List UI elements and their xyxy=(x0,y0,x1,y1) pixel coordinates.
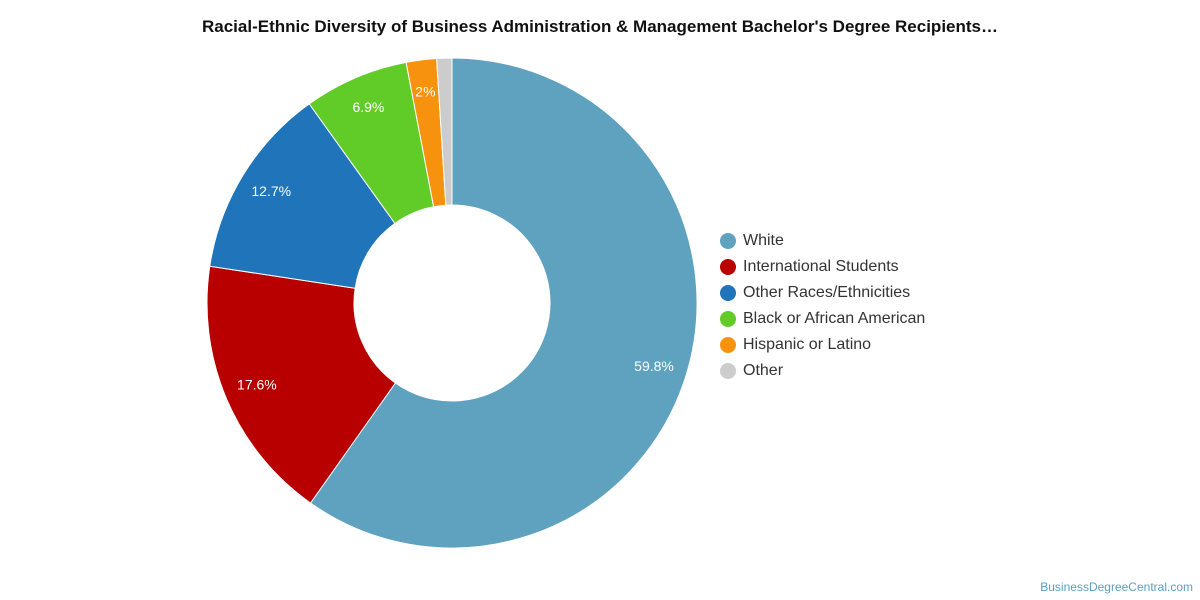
legend-label: Other Races/Ethnicities xyxy=(743,284,911,301)
legend-item-other[interactable]: Other xyxy=(720,358,925,384)
data-label-international-students: 17.6% xyxy=(237,377,277,393)
legend-marker-hispanic-or-latino xyxy=(720,337,736,353)
legend-marker-white xyxy=(720,233,736,249)
legend-item-hispanic-or-latino[interactable]: Hispanic or Latino xyxy=(720,332,925,358)
legend-item-black-or-african-american[interactable]: Black or African American xyxy=(720,306,925,332)
legend-item-white[interactable]: White xyxy=(720,228,925,254)
pie-slice-international-students[interactable] xyxy=(206,265,397,504)
data-label-white: 59.8% xyxy=(634,358,674,374)
data-label-other-races-ethnicities: 12.7% xyxy=(251,183,291,199)
legend-marker-international-students xyxy=(720,259,736,275)
legend-marker-other-races-ethnicities xyxy=(720,285,736,301)
legend-marker-black-or-african-american xyxy=(720,311,736,327)
pie-slice-other[interactable] xyxy=(436,57,453,206)
pie-slice-other-races-ethnicities[interactable] xyxy=(209,103,396,289)
data-label-hispanic-or-latino: 2% xyxy=(415,83,435,99)
legend-label: International Students xyxy=(743,258,899,275)
watermark: BusinessDegreeCentral.com xyxy=(1040,580,1193,594)
chart-title: Racial-Ethnic Diversity of Business Admi… xyxy=(201,17,998,36)
chart-legend: White International Students Other Races/E… xyxy=(720,228,925,384)
legend-item-other-races-ethnicities[interactable]: Other Races/Ethnicities xyxy=(720,280,925,306)
legend-item-international-students[interactable]: International Students xyxy=(720,254,925,280)
legend-label: Hispanic or Latino xyxy=(743,336,872,353)
data-label-black-or-african-american: 6.9% xyxy=(352,99,384,115)
legend-marker-other xyxy=(720,363,736,379)
pie-slice-white[interactable] xyxy=(309,57,698,549)
legend-label: Other xyxy=(743,362,784,379)
legend-label: White xyxy=(743,232,784,249)
legend-label: Black or African American xyxy=(743,310,926,327)
